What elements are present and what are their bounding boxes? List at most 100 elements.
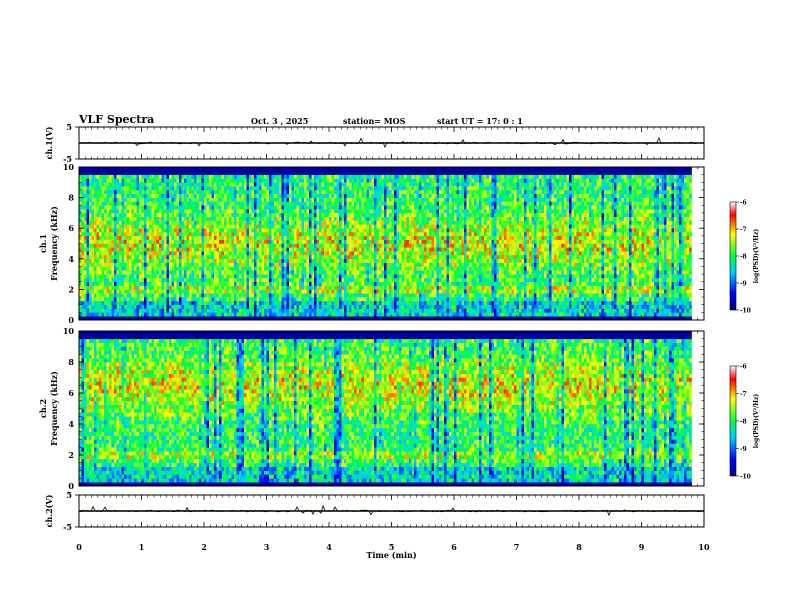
spectrogram-cell [309, 232, 312, 237]
spectrogram-cell [349, 266, 352, 271]
spectrogram-cell [199, 220, 202, 225]
spectrogram-cell [146, 197, 150, 202]
spectrogram-cell [156, 201, 160, 206]
spectrogram-cell [161, 285, 165, 290]
spectrogram-cell [231, 178, 235, 183]
spectrogram-cell [184, 262, 187, 267]
spectrogram-cell [199, 239, 202, 244]
spectrogram-cell [214, 277, 217, 282]
spectrogram-cell [341, 189, 345, 194]
spectrogram-cell [284, 297, 287, 302]
spectrogram-cell [314, 277, 317, 282]
spectrogram-cell [84, 258, 87, 263]
spectrogram-cell [109, 170, 112, 175]
spectrogram-cell [169, 170, 172, 175]
spectrogram-cell [311, 274, 315, 279]
spectrogram-cell [159, 289, 162, 294]
spectrogram-cell [104, 201, 107, 206]
spectrogram-cell [139, 189, 142, 194]
spectrogram-cell [111, 212, 115, 217]
spectrogram-cell [246, 220, 250, 225]
spectrogram-cell [244, 289, 247, 294]
spectrogram-cell [269, 255, 272, 260]
spectrogram-cell [326, 232, 330, 237]
spectrogram-cell [211, 243, 215, 248]
spectrogram-cell [256, 293, 260, 298]
spectrogram-cell [329, 258, 332, 263]
spectrogram-cell [339, 243, 342, 248]
spectrogram-cell [164, 224, 167, 229]
spectrogram-cell [319, 266, 322, 271]
spectrogram-cell [276, 228, 280, 233]
spectrogram-cell [86, 251, 90, 256]
spectrogram-cell [244, 189, 247, 194]
spectrogram-cell [96, 270, 100, 275]
spectrogram-cell [274, 174, 277, 179]
spectrogram-cell [121, 228, 125, 233]
spectrogram-cell [309, 224, 312, 229]
spectrogram-cell [364, 189, 367, 194]
spectrogram-cell [294, 293, 297, 298]
spectrogram-cell [314, 216, 317, 221]
spectrogram-cell [81, 224, 85, 229]
spectrogram-cell [126, 228, 130, 233]
spectrogram-cell [86, 239, 90, 244]
spectrogram-cell [196, 212, 200, 217]
spectrogram-cell [281, 270, 285, 275]
spectrogram-cell [204, 293, 207, 298]
spectrogram-cell [366, 247, 370, 252]
spectrogram-cell [116, 297, 120, 302]
spectrogram-cell [369, 251, 372, 256]
spectrogram-cell [176, 300, 180, 305]
spectrogram-cell [296, 258, 300, 263]
spectrogram-cell [286, 285, 290, 290]
spectrogram-cell [174, 255, 177, 260]
spectrogram-cell [354, 285, 357, 290]
spectrogram-cell [331, 243, 335, 248]
spectrogram-cell [374, 285, 377, 290]
spectrogram-cell [219, 216, 222, 221]
spectrogram-cell [289, 258, 292, 263]
spectrogram-cell [111, 293, 115, 298]
spectrogram-cell [361, 232, 365, 237]
spectrogram-cell [314, 193, 317, 198]
spectrogram-cell [169, 297, 172, 302]
spectrogram-cell [299, 224, 302, 229]
spectrogram-cell [126, 258, 130, 263]
spectrogram-cell [246, 312, 250, 317]
spectrogram-cell [266, 174, 270, 179]
spectrogram-cell [189, 212, 192, 217]
spectrogram-cell [341, 285, 345, 290]
spectrogram-cell [219, 193, 222, 198]
spectrogram-cell [301, 201, 305, 206]
spectrogram-cell [341, 297, 345, 302]
spectrogram-cell [109, 285, 112, 290]
spectrogram-cell [111, 316, 115, 321]
spectrogram-cell [151, 312, 155, 317]
spectrogram-cell [109, 304, 112, 309]
spectrogram-cell [241, 170, 245, 175]
spectrogram-cell [199, 297, 202, 302]
spectrogram-cell [151, 297, 155, 302]
spectrogram-cell [334, 262, 337, 267]
spectrogram-cell [86, 308, 90, 313]
spectrogram-cell [191, 224, 195, 229]
spectrogram-cell [234, 312, 237, 317]
spectrogram-cell [151, 235, 155, 240]
spectrogram-cell [311, 174, 315, 179]
spectrogram-cell [261, 312, 265, 317]
spectrogram-cell [139, 197, 142, 202]
spectrogram-cell [334, 224, 337, 229]
spectrogram-cell [344, 182, 347, 187]
spectrogram-cell [101, 300, 105, 305]
spectrogram-cell [359, 205, 362, 210]
spectrogram-cell [356, 201, 360, 206]
spectrogram-cell [331, 285, 335, 290]
spectrogram-cell [129, 285, 132, 290]
spectrogram-cell [206, 232, 210, 237]
spectrogram-cell [186, 270, 190, 275]
spectrogram-cell [321, 239, 325, 244]
spectrogram-cell [129, 243, 132, 248]
spectrogram-cell [151, 189, 155, 194]
spectrogram-cell [249, 201, 252, 206]
